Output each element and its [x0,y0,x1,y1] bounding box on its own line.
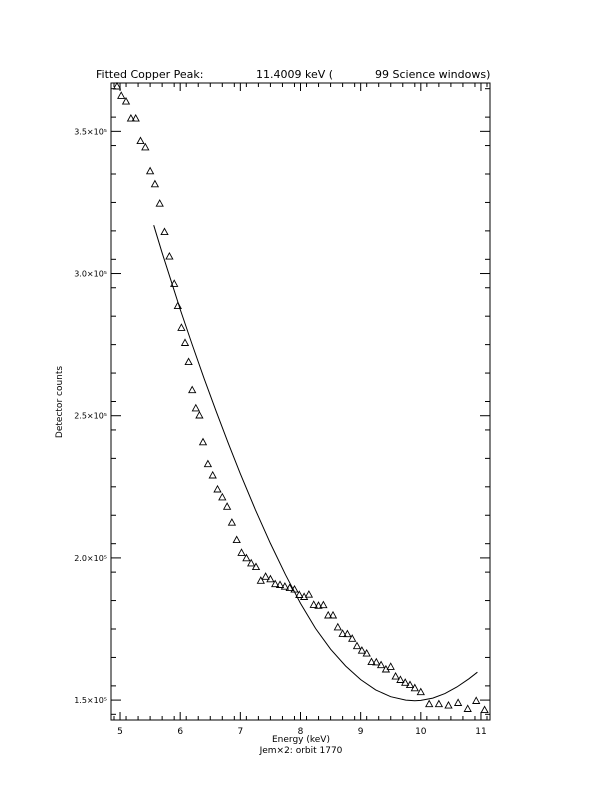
data-point-triangle [126,113,136,122]
x-tick-label: 9 [358,727,364,737]
data-point-triangle [328,610,338,619]
data-point-triangle [480,705,489,714]
data-point-triangle [237,548,246,556]
data-point-triangle [405,680,415,689]
data-point-triangle [141,142,150,151]
data-point-triangle [173,301,182,310]
x-tick-label: 11 [475,727,486,737]
plot-frame [110,82,491,721]
data-point-triangle [376,660,386,669]
y-axis-tick-labels: 1.5×10⁵ 2.0×10⁵ 2.5×10⁵ 3.0×10⁵ 3.5×10⁵ [74,127,107,705]
y-tick-label: 3.0×10⁵ [74,270,107,279]
data-point-triangle [136,136,145,145]
data-point-triangle [338,629,347,637]
data-point-triangle [191,403,200,412]
data-point-triangle [131,113,140,122]
data-point-triangle [275,580,285,588]
data-point-triangle [261,572,270,580]
chart-title-label: Fitted Copper Peak: [96,68,203,81]
data-point-triangle [357,646,367,654]
x-tick-label: 6 [177,727,183,737]
data-point-triangle [112,81,122,90]
data-point-triangle [416,687,425,696]
data-point-triangle [271,579,280,588]
data-point-triangle [396,675,405,683]
data-point-triangle [295,590,304,598]
data-point-triangle [208,470,217,479]
data-point-triangle [266,574,275,583]
data-point-triangle [213,484,222,493]
y-axis-label: Detector counts [55,366,65,438]
data-point-triangle [372,657,381,666]
data-point-triangle [333,622,342,631]
data-point-triangle [472,696,481,704]
data-point-triangle [434,699,444,708]
data-point-triangle [314,601,323,609]
data-point-triangle [410,683,419,692]
y-tick-label: 1.5×10⁵ [74,696,107,705]
data-point-triangle [352,641,362,650]
chart-title-energy: 11.4009 keV ( [256,68,333,81]
y-tick-label: 3.5×10⁵ [74,127,107,136]
x-axis-label: Energy (keV) [272,735,330,745]
data-point-triangle [324,610,333,619]
data-point-triangle [218,492,227,501]
data-point-triangle [227,518,237,526]
x-axis-tick-labels: 5 6 7 8 9 10 11 [117,727,487,737]
data-point-triangle [453,698,463,706]
data-point-triangle [242,553,251,562]
data-point-triangle [362,648,371,657]
data-point-triangle [251,562,261,571]
data-point-triangle [165,251,174,260]
data-markers [112,81,489,714]
x-tick-label: 7 [237,727,243,737]
data-point-triangle [309,600,318,608]
data-point-triangle [188,385,197,394]
data-point-triangle [195,410,204,419]
data-point-triangle [256,576,265,584]
data-point-triangle [343,629,352,638]
data-point-triangle [280,582,290,590]
fit-curve-group [153,225,478,702]
data-point-triangle [444,700,453,709]
data-point-triangle [155,199,164,207]
data-point-triangle [222,502,232,510]
data-point-triangle [117,91,126,99]
data-point-triangle [170,279,179,287]
fit-curve [153,225,478,702]
data-point-triangle [160,227,169,236]
data-point-triangle [285,583,294,592]
data-point-triangle [391,671,400,680]
chart-subcaption: Jem×2: orbit 1770 [259,746,343,756]
x-tick-label: 5 [117,727,123,737]
data-point-triangle [184,357,193,366]
y-tick-label: 2.0×10⁵ [74,554,107,563]
data-point-triangle [180,338,190,346]
data-point-triangle [425,699,434,708]
x-tick-label: 10 [415,727,427,737]
x-tick-label: 8 [298,727,304,737]
plot-border [110,82,491,721]
data-point-triangle [150,179,160,188]
data-point-triangle [145,166,155,175]
data-point-triangle [348,634,357,642]
data-point-triangle [386,662,395,670]
data-point-triangle [304,590,314,598]
chart-title-windows: 99 Science windows) [375,68,490,81]
data-point-triangle [367,657,376,666]
data-point-triangle [247,558,256,567]
y-axis-ticks [111,88,490,715]
data-point-triangle [319,600,328,609]
data-point-triangle [232,535,241,544]
data-point-triangle [203,459,213,468]
data-point-triangle [121,96,131,105]
data-point-triangle [463,704,472,712]
data-point-triangle [177,323,186,331]
x-axis-ticks [113,83,488,720]
data-point-triangle [401,678,410,686]
y-tick-label: 2.5×10⁵ [74,412,107,421]
data-point-triangle [198,437,208,446]
